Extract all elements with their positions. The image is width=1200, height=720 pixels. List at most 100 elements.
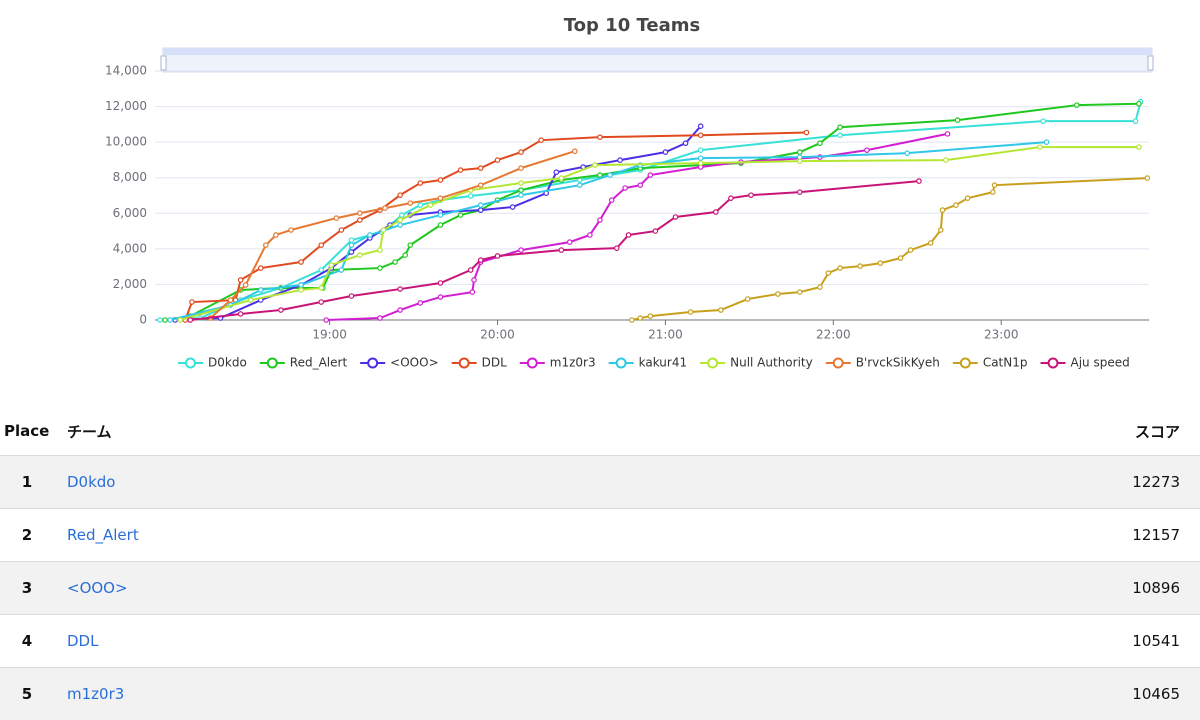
data-point [638, 183, 642, 187]
data-point [638, 316, 642, 320]
zoom-handle[interactable] [1148, 56, 1153, 70]
table-cell: 1 [0, 456, 55, 509]
data-point [804, 130, 808, 134]
legend-marker [268, 359, 277, 368]
data-point [944, 158, 948, 162]
team-link[interactable]: DDL [67, 632, 98, 650]
table-cell: m1z0r3 [55, 668, 687, 720]
chart: Top 10 Teams 02,0004,0006,0008,00010,000… [0, 0, 1200, 395]
data-point [438, 295, 442, 299]
legend-label: kakur41 [639, 356, 687, 370]
data-point [519, 181, 523, 185]
data-point [468, 194, 472, 198]
legend-label: Null Authority [730, 356, 813, 370]
zoom-handle[interactable] [161, 56, 166, 70]
y-tick-label: 8,000 [113, 170, 147, 184]
data-point [378, 248, 382, 252]
data-point [798, 159, 802, 163]
table-row: 3<OOO>10896 [0, 562, 1200, 615]
data-point [729, 196, 733, 200]
data-point [398, 308, 402, 312]
data-point [539, 138, 543, 142]
legend-marker [961, 359, 970, 368]
x-tick-label: 23:00 [984, 328, 1019, 342]
data-point [1038, 145, 1042, 149]
data-point [653, 229, 657, 233]
data-point [965, 196, 969, 200]
data-point [398, 287, 402, 291]
legend-item[interactable]: DDL [452, 356, 507, 370]
legend-item[interactable]: Null Authority [700, 356, 813, 370]
data-point [458, 213, 462, 217]
column-header: スコア [687, 407, 1200, 456]
data-point [438, 223, 442, 227]
data-point [259, 288, 263, 292]
table-cell: 10896 [687, 562, 1200, 615]
legend-item[interactable]: Red_Alert [260, 356, 348, 370]
data-point [992, 183, 996, 187]
data-point [381, 228, 385, 232]
legend-item[interactable]: B'rvckSikKyeh [826, 356, 940, 370]
team-link[interactable]: m1z0r3 [67, 685, 124, 703]
table-cell: 2 [0, 509, 55, 562]
data-point [1137, 102, 1141, 106]
data-point [403, 253, 407, 257]
data-point [279, 308, 283, 312]
data-point [749, 193, 753, 197]
data-point [683, 141, 687, 145]
data-point [945, 132, 949, 136]
data-point [188, 318, 192, 322]
data-point [393, 260, 397, 264]
data-point [329, 263, 333, 267]
team-link[interactable]: Red_Alert [67, 526, 139, 544]
data-point [1044, 140, 1048, 144]
data-point [495, 254, 499, 258]
data-point [319, 286, 323, 290]
zoom-slider-handle-bar[interactable] [163, 48, 1152, 55]
team-link[interactable]: <OOO> [67, 579, 128, 597]
data-point [519, 193, 523, 197]
team-link[interactable]: D0kdo [67, 473, 115, 491]
data-point [573, 149, 577, 153]
legend-label: <OOO> [390, 356, 438, 370]
chart-title: Top 10 Teams [564, 15, 700, 36]
data-point [858, 264, 862, 268]
data-point [319, 300, 323, 304]
legend-item[interactable]: CatN1p [953, 356, 1028, 370]
legend-marker [368, 359, 377, 368]
data-point [648, 173, 652, 177]
series-line [190, 181, 919, 320]
y-tick-label: 10,000 [105, 135, 147, 149]
legend-marker [708, 359, 717, 368]
data-point [917, 179, 921, 183]
data-point [238, 312, 242, 316]
data-point [274, 233, 278, 237]
data-point [519, 248, 523, 252]
data-point [243, 283, 247, 287]
data-point [519, 188, 523, 192]
legend-item[interactable]: m1z0r3 [520, 356, 596, 370]
legend-marker [528, 359, 537, 368]
table-cell: <OOO> [55, 562, 687, 615]
data-point [838, 125, 842, 129]
data-point [559, 248, 563, 252]
legend-item[interactable]: Aju speed [1041, 356, 1130, 370]
legend-label: CatN1p [983, 356, 1028, 370]
series-line [175, 126, 701, 320]
data-point [838, 266, 842, 270]
data-point [249, 298, 253, 302]
data-point [908, 248, 912, 252]
data-point [158, 318, 162, 322]
legend-item[interactable]: kakur41 [609, 356, 687, 370]
data-point [510, 205, 514, 209]
legend-item[interactable]: D0kdo [178, 356, 247, 370]
legend-item[interactable]: <OOO> [360, 356, 438, 370]
data-point [519, 166, 523, 170]
data-point [264, 243, 268, 247]
column-header: Place [0, 407, 55, 456]
data-point [626, 233, 630, 237]
